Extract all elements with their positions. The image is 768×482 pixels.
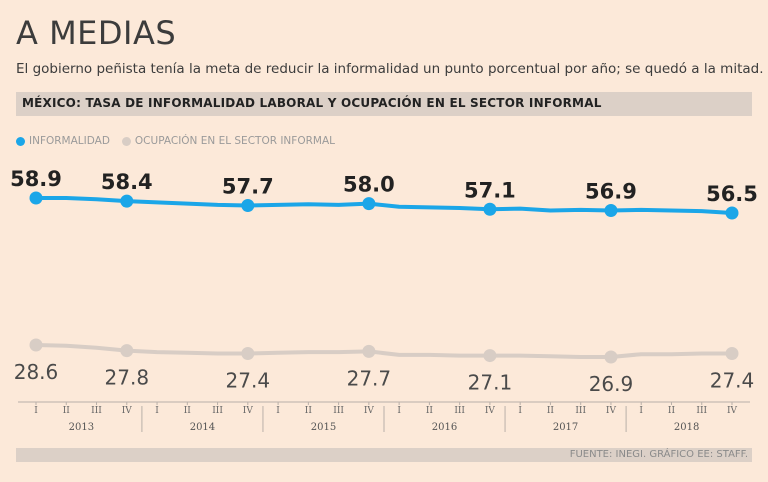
data-label-informalidad-7: 57.7 (222, 175, 274, 199)
quarter-tick-label-9: II (305, 406, 313, 416)
data-label-ocupacion-11: 27.7 (347, 366, 392, 390)
point-informalidad-0 (29, 191, 43, 205)
point-ocupacion-23 (725, 346, 739, 360)
year-label-2018: 2018 (674, 422, 699, 433)
point-ocupacion-19 (604, 350, 618, 364)
legend-dot-informalidad (16, 136, 25, 146)
quarter-tick-label-15: IV (485, 406, 496, 416)
data-label-informalidad-19: 56.9 (585, 180, 637, 204)
quarter-tick-label-10: III (333, 406, 344, 416)
headline: A MEDIAS (16, 14, 177, 52)
legend-item-informalidad: INFORMALIDAD (16, 135, 110, 147)
quarter-tick-label-19: IV (606, 406, 617, 416)
point-ocupacion-3 (120, 344, 134, 358)
quarter-tick-label-14: III (454, 406, 465, 416)
legend: INFORMALIDAD OCUPACIÓN EN EL SECTOR INFO… (16, 135, 347, 147)
data-label-ocupacion-3: 27.8 (105, 366, 150, 390)
quarter-tick-label-16: I (518, 406, 522, 416)
quarter-tick-label-13: II (426, 406, 434, 416)
quarter-tick-label-21: II (668, 406, 676, 416)
quarter-tick-label-22: III (696, 406, 707, 416)
legend-label-informalidad: INFORMALIDAD (29, 135, 110, 147)
point-ocupacion-11 (362, 344, 376, 358)
quarter-tick-label-18: III (575, 406, 586, 416)
quarter-tick-label-17: II (547, 406, 555, 416)
quarter-tick-label-6: III (212, 406, 223, 416)
data-label-informalidad-3: 58.4 (101, 170, 153, 194)
data-label-informalidad-15: 57.1 (464, 178, 516, 202)
data-label-ocupacion-15: 27.1 (468, 371, 513, 395)
quarter-tick-label-2: III (91, 406, 102, 416)
quarter-tick-label-1: II (63, 406, 71, 416)
point-ocupacion-7 (241, 346, 255, 360)
quarter-tick-label-3: IV (122, 406, 133, 416)
legend-dot-ocupacion (121, 136, 131, 146)
year-label-2017: 2017 (553, 422, 578, 433)
quarter-tick-label-5: II (184, 406, 192, 416)
year-label-2013: 2013 (69, 422, 94, 433)
chart-title-bar: MÉXICO: TASA DE INFORMALIDAD LABORAL Y O… (16, 92, 752, 116)
quarter-tick-label-23: IV (727, 406, 738, 416)
quarter-tick-label-20: I (639, 406, 643, 416)
data-label-ocupacion-7: 27.4 (226, 368, 271, 392)
year-label-2016: 2016 (432, 422, 457, 433)
quarter-tick-label-12: I (397, 406, 401, 416)
quarter-tick-label-4: I (155, 406, 159, 416)
subtitle: El gobierno peñista tenía la meta de red… (16, 61, 764, 77)
data-label-informalidad-23: 56.5 (706, 182, 758, 206)
quarter-tick-label-8: I (276, 406, 280, 416)
series-line-ocupacion (34, 343, 734, 359)
point-ocupacion-15 (483, 349, 497, 363)
legend-label-ocupacion: OCUPACIÓN EN EL SECTOR INFORMAL (134, 135, 335, 147)
data-label-ocupacion-0: 28.6 (14, 360, 59, 384)
point-informalidad-11 (362, 197, 376, 211)
legend-item-ocupacion: OCUPACIÓN EN EL SECTOR INFORMAL (121, 135, 335, 147)
chart-title: MÉXICO: TASA DE INFORMALIDAD LABORAL Y O… (22, 96, 602, 110)
point-informalidad-7 (241, 199, 255, 212)
source-note: FUENTE: INEGI. GRÁFICO EE: STAFF. (569, 449, 748, 460)
point-informalidad-19 (604, 204, 618, 217)
point-ocupacion-0 (29, 338, 43, 352)
quarter-tick-label-7: IV (243, 406, 254, 416)
footer-bar: FUENTE: INEGI. GRÁFICO EE: STAFF. (16, 448, 752, 462)
data-label-informalidad-11: 58.0 (343, 173, 395, 197)
quarter-tick-label-0: I (34, 406, 38, 416)
quarter-tick-label-11: IV (364, 406, 375, 416)
year-label-2015: 2015 (311, 422, 336, 433)
year-label-2014: 2014 (190, 422, 215, 433)
data-label-ocupacion-19: 26.9 (589, 372, 634, 396)
point-informalidad-23 (725, 206, 739, 220)
line-chart: 58.9 58.4 57.7 58.0 57.1 56.9 56.5 28.6 27.8 27.4… (10, 167, 758, 433)
data-label-ocupacion-23: 27.4 (710, 368, 755, 392)
point-informalidad-15 (483, 202, 497, 216)
data-label-informalidad-0: 58.9 (10, 167, 62, 191)
point-informalidad-3 (120, 194, 134, 208)
